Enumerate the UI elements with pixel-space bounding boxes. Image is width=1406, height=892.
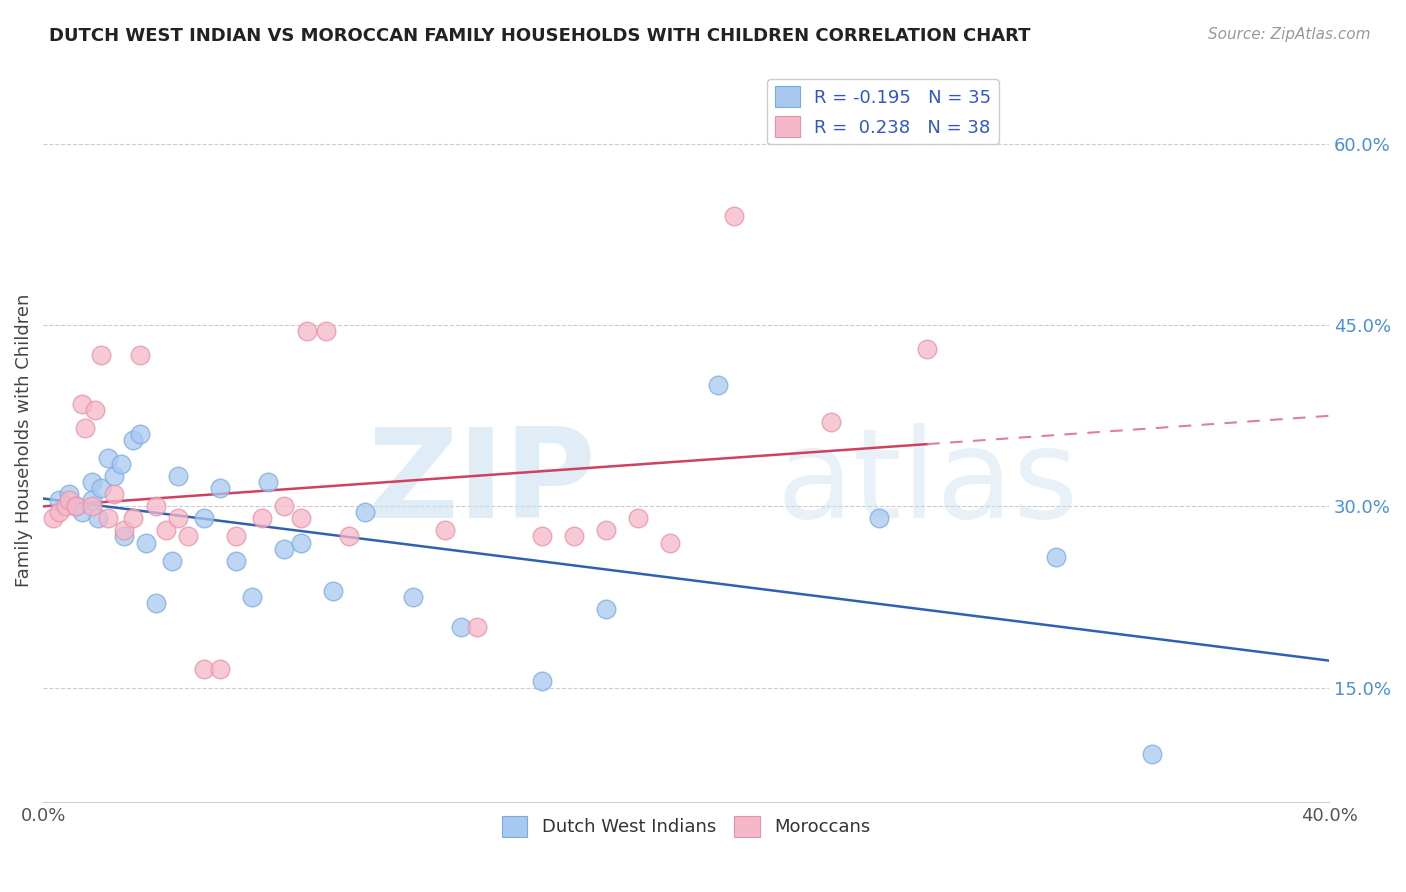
Point bbox=[250, 511, 273, 525]
Point bbox=[70, 505, 93, 519]
Point bbox=[1045, 549, 1067, 564]
Point bbox=[562, 529, 585, 543]
Point bbox=[145, 500, 167, 514]
Point bbox=[128, 426, 150, 441]
Legend: Dutch West Indians, Moroccans: Dutch West Indians, Moroccans bbox=[495, 809, 877, 844]
Point bbox=[707, 378, 730, 392]
Point bbox=[295, 324, 318, 338]
Point bbox=[58, 493, 80, 508]
Point bbox=[75, 421, 97, 435]
Point bbox=[917, 343, 939, 357]
Point bbox=[65, 500, 87, 514]
Point bbox=[273, 500, 295, 514]
Point bbox=[48, 505, 70, 519]
Point bbox=[868, 511, 890, 525]
Point bbox=[530, 529, 553, 543]
Point bbox=[97, 511, 120, 525]
Point bbox=[240, 590, 263, 604]
Point bbox=[65, 500, 87, 514]
Point bbox=[402, 590, 425, 604]
Point bbox=[434, 524, 457, 538]
Point bbox=[659, 535, 682, 549]
Point bbox=[103, 487, 125, 501]
Point bbox=[627, 511, 650, 525]
Point bbox=[225, 529, 247, 543]
Point bbox=[160, 554, 183, 568]
Point bbox=[225, 554, 247, 568]
Point bbox=[530, 674, 553, 689]
Point bbox=[90, 481, 112, 495]
Point bbox=[80, 500, 103, 514]
Point bbox=[97, 450, 120, 465]
Point bbox=[315, 324, 337, 338]
Text: ZIP: ZIP bbox=[367, 423, 596, 544]
Text: atlas: atlas bbox=[776, 423, 1078, 544]
Point bbox=[209, 481, 232, 495]
Point bbox=[353, 505, 375, 519]
Point bbox=[42, 511, 65, 525]
Point bbox=[122, 511, 145, 525]
Text: DUTCH WEST INDIAN VS MOROCCAN FAMILY HOUSEHOLDS WITH CHILDREN CORRELATION CHART: DUTCH WEST INDIAN VS MOROCCAN FAMILY HOU… bbox=[49, 27, 1031, 45]
Point bbox=[820, 415, 842, 429]
Point bbox=[80, 475, 103, 490]
Point bbox=[112, 524, 135, 538]
Point bbox=[103, 469, 125, 483]
Point bbox=[322, 583, 344, 598]
Point bbox=[122, 433, 145, 447]
Point bbox=[145, 596, 167, 610]
Point bbox=[273, 541, 295, 556]
Point bbox=[128, 348, 150, 362]
Point bbox=[723, 210, 745, 224]
Point bbox=[90, 348, 112, 362]
Point bbox=[87, 511, 110, 525]
Point bbox=[209, 662, 232, 676]
Point bbox=[167, 511, 190, 525]
Point bbox=[595, 524, 617, 538]
Point bbox=[83, 402, 105, 417]
Point bbox=[48, 493, 70, 508]
Point bbox=[257, 475, 280, 490]
Point bbox=[1142, 747, 1164, 761]
Point bbox=[193, 511, 215, 525]
Point bbox=[595, 602, 617, 616]
Point bbox=[290, 511, 312, 525]
Point bbox=[167, 469, 190, 483]
Point bbox=[465, 620, 488, 634]
Point bbox=[450, 620, 472, 634]
Point bbox=[70, 396, 93, 410]
Point bbox=[177, 529, 200, 543]
Point bbox=[55, 500, 77, 514]
Point bbox=[337, 529, 360, 543]
Y-axis label: Family Households with Children: Family Households with Children bbox=[15, 293, 32, 587]
Point bbox=[155, 524, 177, 538]
Point bbox=[58, 487, 80, 501]
Point bbox=[110, 457, 132, 471]
Point bbox=[112, 529, 135, 543]
Point bbox=[193, 662, 215, 676]
Point bbox=[80, 493, 103, 508]
Text: Source: ZipAtlas.com: Source: ZipAtlas.com bbox=[1208, 27, 1371, 42]
Point bbox=[290, 535, 312, 549]
Point bbox=[135, 535, 157, 549]
